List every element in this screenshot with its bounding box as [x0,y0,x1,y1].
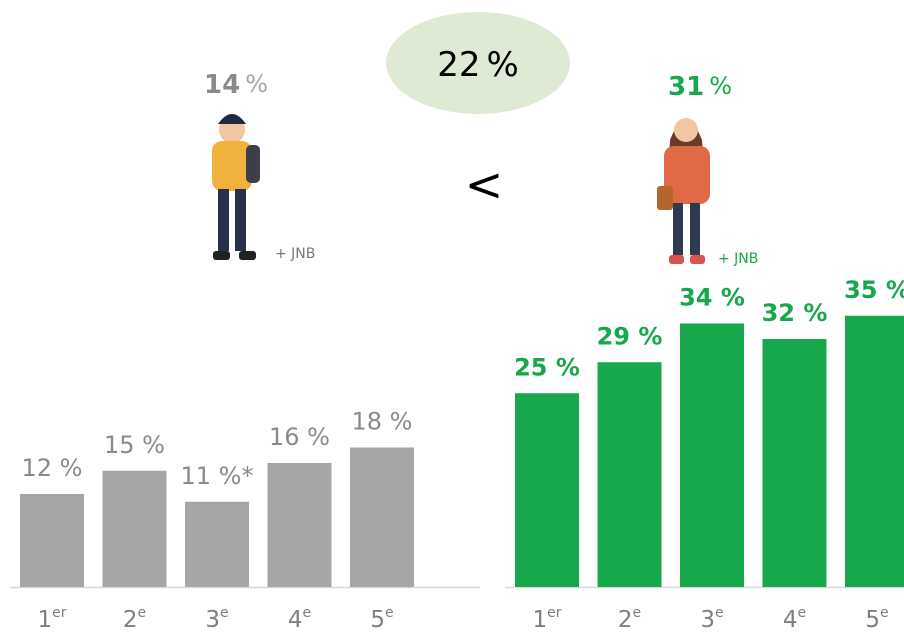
bar [268,463,332,587]
bar [20,494,84,587]
category-suffix: e [138,605,147,621]
boys-note: + JNB [275,246,315,262]
category-number: 3 [700,607,715,632]
value-label: 12 % [22,454,83,482]
boys-unit: % [245,70,268,98]
bar [185,502,249,587]
x-tick-label: 5e [865,605,888,632]
boys-number: 14 [204,70,240,100]
girls-value: 31% [668,72,732,102]
category-number: 1 [532,607,547,632]
x-tick-label: 2e [123,605,146,632]
page: {"summary": { "overall": {"value": 22, "… [0,0,904,632]
category-number: 5 [865,607,880,632]
overall-value: 22% [437,45,519,85]
value-label: 29 % [597,322,663,350]
girls-number: 31 [668,72,704,102]
category-suffix: er [52,605,67,621]
value-label: 11 %* [181,462,254,490]
x-tick-label: 5e [370,605,393,632]
bar [763,339,827,587]
category-suffix: er [547,605,562,621]
category-suffix: e [715,605,724,621]
category-suffix: e [303,605,312,621]
category-number: 4 [288,607,303,632]
category-number: 5 [370,607,385,632]
bar [515,393,579,587]
value-label: 35 % [844,276,904,304]
category-number: 2 [618,607,633,632]
bar [103,471,167,587]
category-suffix: e [880,605,889,621]
overall-unit: % [486,45,518,85]
value-label: 16 % [269,423,330,451]
bar [680,324,744,588]
bar [845,316,904,587]
category-suffix: e [633,605,642,621]
x-tick-label: 1er [532,605,561,632]
value-label: 34 % [679,284,745,312]
value-label: 18 % [352,408,413,436]
category-number: 2 [123,607,138,632]
category-suffix: e [385,605,394,621]
value-label: 32 % [762,299,828,327]
x-tick-label: 3e [700,605,723,632]
girls-note: + JNB [718,251,758,267]
overall-number: 22 [437,45,480,85]
category-suffix: e [798,605,807,621]
value-label: 25 % [514,353,580,381]
category-suffix: e [220,605,229,621]
category-number: 1 [37,607,52,632]
comparison-sign: < [465,158,504,212]
boys-value: 14% [204,70,268,100]
category-number: 4 [783,607,798,632]
bar [350,448,414,588]
girls-unit: % [709,72,732,100]
bar [598,362,662,587]
x-tick-label: 2e [618,605,641,632]
girl-illustration [657,118,710,264]
x-tick-label: 3e [205,605,228,632]
x-tick-label: 4e [783,605,806,632]
infographic: 22% < 14% + JNB 31% + JNB 12 %1er15 %2e1… [0,0,904,632]
boy-illustration [212,114,260,260]
x-tick-label: 1er [37,605,66,632]
value-label: 15 % [104,431,165,459]
x-tick-label: 4e [288,605,311,632]
category-number: 3 [205,607,220,632]
